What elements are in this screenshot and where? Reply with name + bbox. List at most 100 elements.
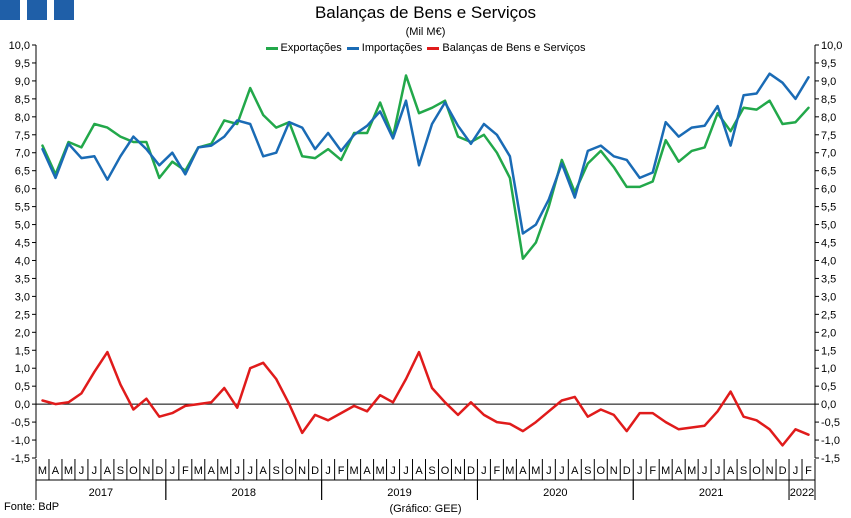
y-tick-label-right: 9,5 — [821, 58, 836, 70]
x-tick-label-month: M — [194, 465, 203, 477]
x-tick-label-month: A — [415, 465, 423, 477]
x-tick-label-month: J — [559, 465, 565, 477]
y-tick-label-left: -0,5 — [11, 417, 30, 429]
y-tick-label-right: -0,5 — [821, 417, 840, 429]
y-tick-label-left: 5,0 — [15, 220, 30, 232]
y-tick-label-left: 9,0 — [15, 76, 30, 88]
x-tick-label-month: D — [155, 465, 163, 477]
y-tick-label-left: 1,0 — [15, 363, 30, 375]
x-tick-label-month: A — [571, 465, 579, 477]
y-tick-label-left: 10,0 — [9, 40, 30, 52]
y-tick-label-right: 2,5 — [821, 309, 836, 321]
x-tick-label-month: J — [481, 465, 487, 477]
x-tick-label-month: M — [531, 465, 540, 477]
x-tick-label-month: J — [325, 465, 331, 477]
x-tick-label-month: N — [142, 465, 150, 477]
y-tick-label-right: 8,0 — [821, 112, 836, 124]
x-tick-label-month: F — [338, 465, 345, 477]
brand-square-2 — [27, 0, 47, 20]
legend-item-importacoes: Importações — [346, 42, 422, 54]
brand-square-3 — [54, 0, 74, 20]
axes-layer: 10,0 10,0 9,5 9,5 9,0 9,0 8,5 8,5 8,0 8,0 7,5 7,5 7,… — [9, 40, 842, 500]
x-tick-label-month: M — [375, 465, 384, 477]
y-tick-label-right: 1,5 — [821, 345, 836, 357]
y-tick-label-left: 2,0 — [15, 327, 30, 339]
legend-label-exportacoes: Exportações — [280, 42, 342, 54]
x-tick-label-month: O — [752, 465, 761, 477]
y-tick-label-right: 7,0 — [821, 148, 836, 160]
x-tick-label-month: M — [220, 465, 229, 477]
legend-swatch-balanca — [427, 46, 440, 50]
x-tick-label-month: J — [170, 465, 176, 477]
y-tick-label-left: 2,5 — [15, 309, 30, 321]
y-tick-label-left: 7,5 — [15, 130, 30, 142]
y-tick-label-left: -1,0 — [11, 435, 30, 447]
x-tick-label-month: J — [79, 465, 85, 477]
chart-subtitle: (Mil M€) — [405, 26, 446, 38]
x-tick-label-month: O — [441, 465, 450, 477]
x-tick-label-month: M — [38, 465, 47, 477]
y-tick-label-left: 3,0 — [15, 291, 30, 303]
y-tick-label-left: 0,5 — [15, 381, 30, 393]
legend: Exportações Importações Balanças de Bens… — [0, 42, 851, 54]
x-tick-label-month: A — [104, 465, 112, 477]
y-tick-label-right: 4,5 — [821, 238, 836, 250]
y-tick-label-left: 5,5 — [15, 202, 30, 214]
x-tick-label-month: J — [715, 465, 721, 477]
x-tick-label-month: J — [546, 465, 552, 477]
x-tick-label-month: A — [519, 465, 527, 477]
x-tick-label-month: J — [390, 465, 396, 477]
y-tick-label-right: 6,5 — [821, 166, 836, 178]
x-tick-label-month: A — [727, 465, 735, 477]
x-tick-label-year: 2021 — [699, 487, 723, 499]
x-tick-label-month: D — [623, 465, 631, 477]
x-tick-label-month: A — [675, 465, 683, 477]
x-tick-label-year: 2022 — [790, 487, 814, 499]
legend-item-exportacoes: Exportações — [265, 42, 342, 54]
y-tick-label-left: 7,0 — [15, 148, 30, 160]
x-tick-label-month: J — [234, 465, 240, 477]
legend-label-balanca: Balanças de Bens e Serviços — [442, 42, 586, 54]
legend-item-balanca: Balanças de Bens e Serviços — [427, 42, 585, 54]
series-layer — [41, 72, 810, 447]
y-tick-label-right: 5,0 — [821, 220, 836, 232]
source-note: Fonte: BdP — [4, 501, 60, 513]
x-tick-label-month: S — [428, 465, 435, 477]
y-tick-label-left: 4,5 — [15, 238, 30, 250]
x-tick-label-month: J — [637, 465, 643, 477]
x-tick-label-month: A — [208, 465, 216, 477]
x-tick-label-month: A — [363, 465, 371, 477]
x-tick-label-month: N — [454, 465, 462, 477]
x-tick-label-month: N — [766, 465, 774, 477]
x-tick-label-month: A — [260, 465, 268, 477]
x-tick-label-month: O — [596, 465, 605, 477]
x-tick-label-year: 2017 — [89, 487, 113, 499]
x-tick-label-month: J — [702, 465, 708, 477]
x-tick-label-month: S — [584, 465, 591, 477]
y-tick-label-right: 5,5 — [821, 202, 836, 214]
x-tick-label-month: J — [92, 465, 98, 477]
y-tick-label-right: 2,0 — [821, 327, 836, 339]
x-tick-label-month: D — [779, 465, 787, 477]
brand-square-1 — [0, 0, 20, 20]
y-tick-label-right: 3,5 — [821, 273, 836, 285]
x-tick-label-month: F — [182, 465, 189, 477]
x-tick-label-year: 2018 — [231, 487, 255, 499]
x-tick-label-month: S — [117, 465, 124, 477]
y-tick-label-left: 3,5 — [15, 273, 30, 285]
y-tick-label-right: 9,0 — [821, 76, 836, 88]
x-tick-label-month: S — [740, 465, 747, 477]
y-tick-label-right: 7,5 — [821, 130, 836, 142]
x-tick-label-month: F — [649, 465, 656, 477]
y-tick-label-right: 10,0 — [821, 40, 842, 52]
x-tick-label-month: F — [805, 465, 812, 477]
y-tick-label-left: -1,5 — [11, 453, 30, 465]
y-tick-label-left: 1,5 — [15, 345, 30, 357]
x-tick-label-month: S — [273, 465, 280, 477]
legend-swatch-importacoes — [346, 46, 359, 50]
y-tick-label-right: 0,5 — [821, 381, 836, 393]
y-tick-label-left: 0,0 — [15, 399, 30, 411]
x-tick-label-month: J — [403, 465, 409, 477]
x-tick-label-month: N — [610, 465, 618, 477]
y-tick-label-right: 1,0 — [821, 363, 836, 375]
